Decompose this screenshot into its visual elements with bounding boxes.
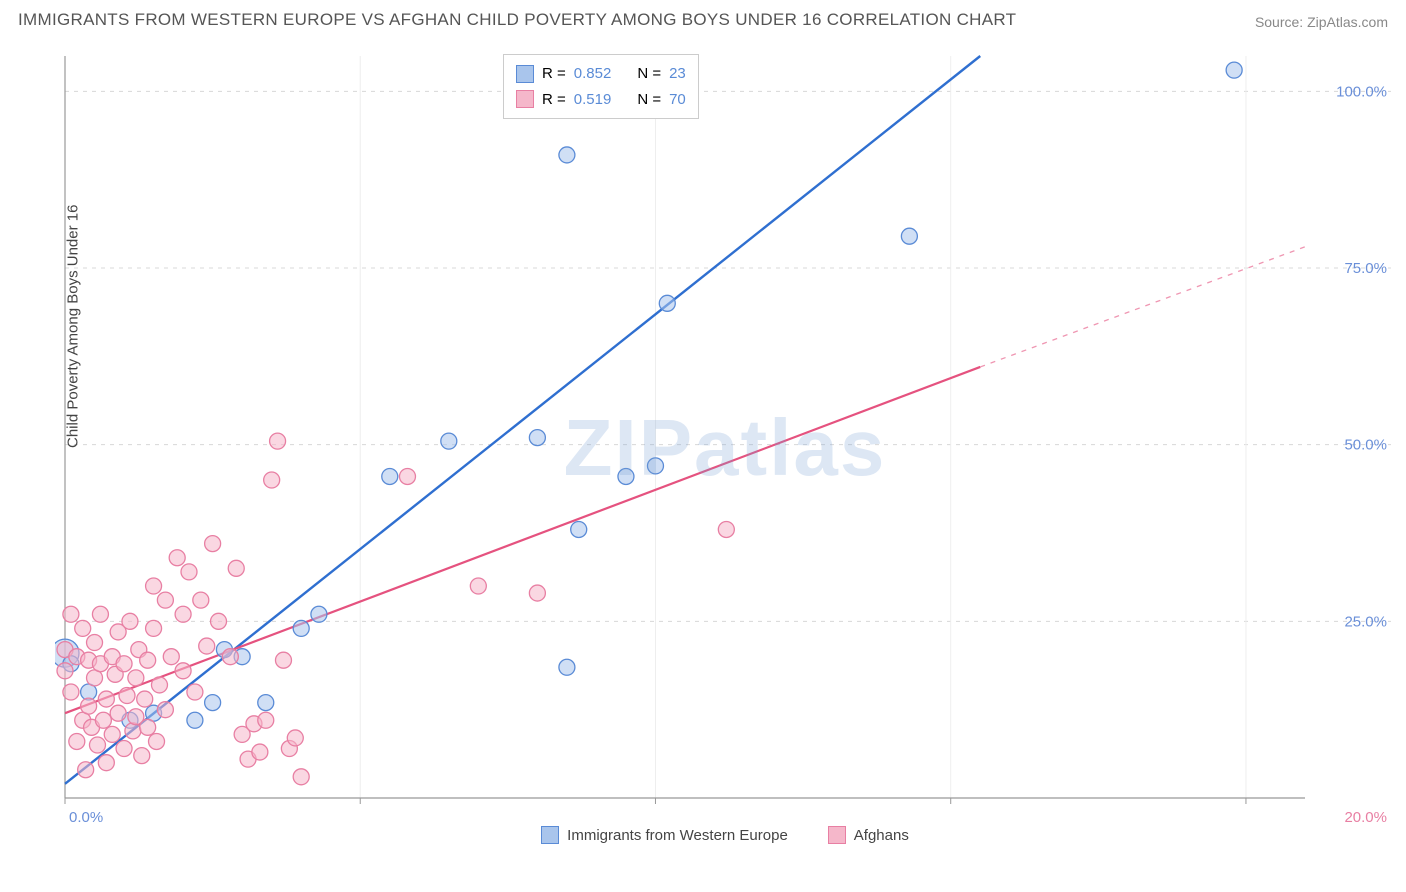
n-value-1: 23 — [669, 61, 686, 87]
r-label-1: R = — [542, 61, 566, 87]
svg-text:0.0%: 0.0% — [69, 809, 103, 826]
source-attribution: Source: ZipAtlas.com — [1255, 14, 1388, 30]
r-label-2: R = — [542, 87, 566, 113]
legend-label-1: Immigrants from Western Europe — [567, 827, 788, 844]
y-axis-label: Child Poverty Among Boys Under 16 — [65, 205, 82, 448]
header: IMMIGRANTS FROM WESTERN EUROPE VS AFGHAN… — [0, 0, 1406, 36]
n-label-1: N = — [637, 61, 661, 87]
n-value-2: 70 — [669, 87, 686, 113]
svg-text:75.0%: 75.0% — [1344, 260, 1387, 277]
svg-text:20.0%: 20.0% — [1344, 809, 1387, 826]
legend-row-1: R = 0.852 N = 23 — [516, 61, 686, 87]
svg-text:50.0%: 50.0% — [1344, 437, 1387, 454]
svg-text:25.0%: 25.0% — [1344, 613, 1387, 630]
swatch-series-1 — [516, 65, 534, 83]
r-value-2: 0.519 — [574, 87, 612, 113]
n-label-2: N = — [637, 87, 661, 113]
legend-item-2: Afghans — [828, 826, 909, 844]
chart-title: IMMIGRANTS FROM WESTERN EUROPE VS AFGHAN… — [18, 10, 1016, 30]
series-legend: Immigrants from Western Europe Afghans — [55, 826, 1395, 848]
scatter-plot-svg: 25.0% 50.0% 75.0% 100.0% 0.0% 20.0% — [55, 48, 1395, 848]
legend-label-2: Afghans — [854, 827, 909, 844]
svg-text:100.0%: 100.0% — [1336, 83, 1387, 100]
chart-area: Child Poverty Among Boys Under 16 25.0% 5… — [55, 48, 1395, 848]
legend-swatch-2 — [828, 826, 846, 844]
r-value-1: 0.852 — [574, 61, 612, 87]
swatch-series-2 — [516, 90, 534, 108]
legend-item-1: Immigrants from Western Europe — [541, 826, 788, 844]
legend-swatch-1 — [541, 826, 559, 844]
correlation-legend: R = 0.852 N = 23 R = 0.519 N = 70 — [503, 54, 699, 119]
legend-row-2: R = 0.519 N = 70 — [516, 87, 686, 113]
